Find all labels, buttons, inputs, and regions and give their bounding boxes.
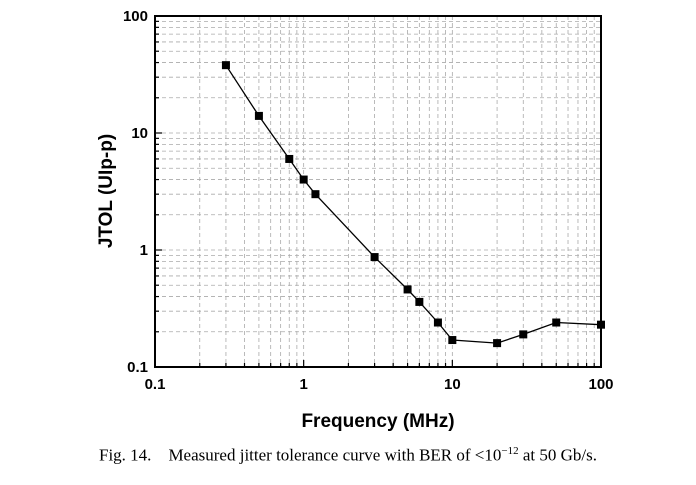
series-markers: [221, 61, 605, 348]
caption-text: Measured jitter tolerance curve with BER…: [168, 445, 502, 465]
y-axis-title: JTOL (UIp-p): [96, 134, 117, 248]
data-point: [403, 285, 412, 294]
data-point: [311, 190, 320, 199]
series-line: [225, 64, 602, 344]
y-tick-label: 1: [140, 242, 148, 259]
figure-caption: Fig. 14. Measured jitter tolerance curve…: [0, 445, 696, 466]
y-tick-label: 100: [123, 8, 148, 25]
data-point: [448, 336, 457, 345]
x-tick-label: 1: [299, 376, 307, 393]
data-point: [221, 61, 230, 70]
data-point: [299, 175, 308, 184]
jitter-tolerance-chart: 0.1 1 10 100 0.1 1 10 100 Frequency (MHz) JTOL …: [96, 8, 614, 432]
y-tick-label: 10: [131, 125, 148, 142]
data-point: [493, 339, 502, 348]
caption-suffix: at 50 Gb/s.: [518, 445, 597, 465]
data-point: [370, 253, 379, 262]
data-point: [519, 330, 528, 339]
chart-grid: [155, 16, 601, 367]
y-tick-label: 0.1: [127, 359, 148, 376]
x-axis-title: Frequency (MHz): [301, 411, 454, 432]
data-point: [285, 154, 294, 163]
x-tick-label: 100: [588, 376, 613, 393]
plot-frame: [154, 15, 602, 368]
data-point: [433, 318, 442, 327]
tick-labels: 0.1 1 10 100 0.1 1 10 100: [123, 8, 614, 393]
data-point: [597, 320, 605, 329]
data-point: [254, 111, 263, 120]
data-point: [552, 318, 561, 327]
x-tick-label: 10: [444, 376, 461, 393]
data-point: [415, 297, 424, 306]
axis-ticks: [155, 20, 595, 367]
caption-prefix: Fig. 14.: [99, 445, 152, 465]
x-tick-label: 0.1: [145, 376, 166, 393]
caption-exponent: −12: [501, 445, 519, 457]
